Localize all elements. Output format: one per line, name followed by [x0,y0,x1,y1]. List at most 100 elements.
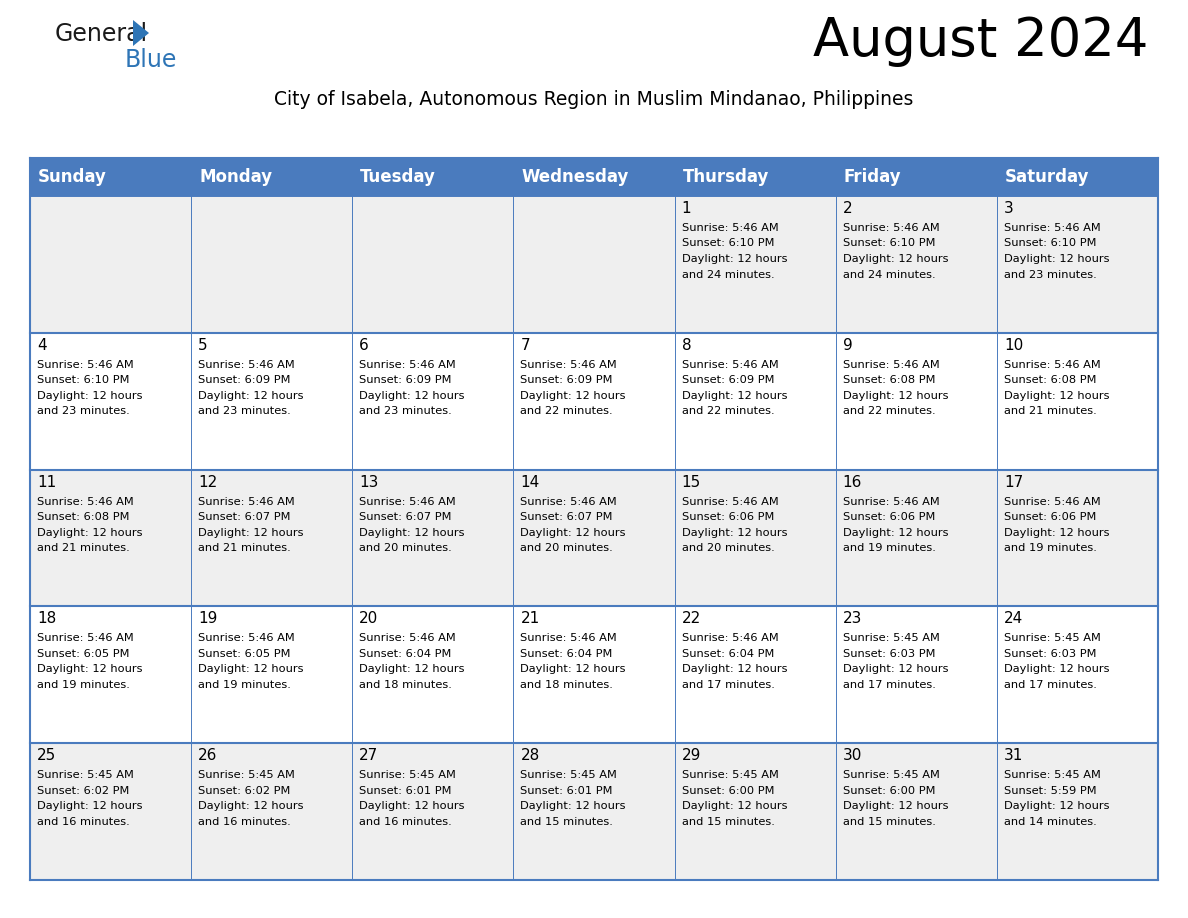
Text: 30: 30 [842,748,862,763]
Text: and 17 minutes.: and 17 minutes. [1004,680,1097,690]
Text: Wednesday: Wednesday [522,168,628,186]
Text: and 24 minutes.: and 24 minutes. [682,270,775,279]
Text: and 21 minutes.: and 21 minutes. [1004,407,1097,416]
Text: Sunrise: 5:46 AM: Sunrise: 5:46 AM [198,497,295,507]
Text: and 15 minutes.: and 15 minutes. [520,817,613,827]
Text: Sunset: 6:05 PM: Sunset: 6:05 PM [198,649,291,659]
Text: Daylight: 12 hours: Daylight: 12 hours [842,665,948,675]
Text: and 21 minutes.: and 21 minutes. [37,543,129,554]
Text: Sunset: 6:10 PM: Sunset: 6:10 PM [842,239,935,249]
Text: 10: 10 [1004,338,1023,353]
Text: Daylight: 12 hours: Daylight: 12 hours [198,801,304,812]
Text: Sunrise: 5:46 AM: Sunrise: 5:46 AM [682,223,778,233]
Text: 15: 15 [682,475,701,489]
Text: and 16 minutes.: and 16 minutes. [359,817,453,827]
Text: August 2024: August 2024 [813,15,1148,67]
Text: Daylight: 12 hours: Daylight: 12 hours [682,254,788,264]
Text: Sunset: 6:02 PM: Sunset: 6:02 PM [198,786,291,796]
Text: 2: 2 [842,201,852,216]
Text: Sunset: 6:08 PM: Sunset: 6:08 PM [37,512,129,522]
Text: Sunday: Sunday [38,168,107,186]
Text: Sunset: 6:06 PM: Sunset: 6:06 PM [842,512,935,522]
Text: Monday: Monday [200,168,272,186]
Text: Sunset: 6:06 PM: Sunset: 6:06 PM [1004,512,1097,522]
Text: Daylight: 12 hours: Daylight: 12 hours [520,665,626,675]
Text: and 15 minutes.: and 15 minutes. [682,817,775,827]
Text: and 20 minutes.: and 20 minutes. [520,543,613,554]
Text: and 18 minutes.: and 18 minutes. [520,680,613,690]
Text: Sunrise: 5:46 AM: Sunrise: 5:46 AM [842,497,940,507]
Text: and 21 minutes.: and 21 minutes. [198,543,291,554]
Text: Sunset: 6:04 PM: Sunset: 6:04 PM [682,649,773,659]
Text: Sunrise: 5:46 AM: Sunrise: 5:46 AM [520,360,618,370]
Text: Daylight: 12 hours: Daylight: 12 hours [842,391,948,401]
Text: Sunset: 6:05 PM: Sunset: 6:05 PM [37,649,129,659]
Text: and 16 minutes.: and 16 minutes. [37,817,129,827]
Text: Sunrise: 5:45 AM: Sunrise: 5:45 AM [1004,633,1101,644]
Text: 18: 18 [37,611,56,626]
Bar [30,333,1158,470]
Text: Blue: Blue [125,48,177,72]
Text: and 19 minutes.: and 19 minutes. [198,680,291,690]
Text: Daylight: 12 hours: Daylight: 12 hours [37,391,143,401]
Text: and 23 minutes.: and 23 minutes. [37,407,129,416]
Text: Sunset: 6:07 PM: Sunset: 6:07 PM [520,512,613,522]
Text: 4: 4 [37,338,46,353]
Text: 22: 22 [682,611,701,626]
Text: and 17 minutes.: and 17 minutes. [682,680,775,690]
Text: and 15 minutes.: and 15 minutes. [842,817,936,827]
Text: Sunset: 6:09 PM: Sunset: 6:09 PM [359,375,451,386]
Text: Daylight: 12 hours: Daylight: 12 hours [198,528,304,538]
Text: Daylight: 12 hours: Daylight: 12 hours [1004,665,1110,675]
Bar [30,470,1158,607]
Text: Sunrise: 5:46 AM: Sunrise: 5:46 AM [37,497,134,507]
Text: Sunset: 6:03 PM: Sunset: 6:03 PM [842,649,935,659]
Text: Daylight: 12 hours: Daylight: 12 hours [682,801,788,812]
Text: 27: 27 [359,748,379,763]
Text: 23: 23 [842,611,862,626]
Text: and 23 minutes.: and 23 minutes. [359,407,453,416]
Text: Sunrise: 5:45 AM: Sunrise: 5:45 AM [1004,770,1101,780]
Text: 7: 7 [520,338,530,353]
Text: 8: 8 [682,338,691,353]
Text: Sunrise: 5:46 AM: Sunrise: 5:46 AM [198,360,295,370]
Text: Sunset: 6:09 PM: Sunset: 6:09 PM [682,375,775,386]
Text: and 22 minutes.: and 22 minutes. [520,407,613,416]
Bar [30,607,1158,744]
Text: Thursday: Thursday [683,168,769,186]
Text: Daylight: 12 hours: Daylight: 12 hours [359,801,465,812]
Text: Daylight: 12 hours: Daylight: 12 hours [359,665,465,675]
Text: Daylight: 12 hours: Daylight: 12 hours [682,391,788,401]
Text: 6: 6 [359,338,369,353]
Text: Sunrise: 5:46 AM: Sunrise: 5:46 AM [37,360,134,370]
Text: Sunset: 5:59 PM: Sunset: 5:59 PM [1004,786,1097,796]
Text: and 19 minutes.: and 19 minutes. [1004,543,1097,554]
Text: Sunset: 6:09 PM: Sunset: 6:09 PM [520,375,613,386]
Text: Sunrise: 5:46 AM: Sunrise: 5:46 AM [1004,360,1100,370]
Text: Daylight: 12 hours: Daylight: 12 hours [520,528,626,538]
Text: 31: 31 [1004,748,1023,763]
Text: Sunrise: 5:45 AM: Sunrise: 5:45 AM [842,633,940,644]
Text: 3: 3 [1004,201,1013,216]
Text: Friday: Friday [843,168,902,186]
Text: Sunset: 6:09 PM: Sunset: 6:09 PM [198,375,291,386]
Text: Sunset: 6:08 PM: Sunset: 6:08 PM [842,375,935,386]
Text: Sunset: 6:03 PM: Sunset: 6:03 PM [1004,649,1097,659]
Text: and 14 minutes.: and 14 minutes. [1004,817,1097,827]
Text: Sunrise: 5:46 AM: Sunrise: 5:46 AM [1004,223,1100,233]
Text: City of Isabela, Autonomous Region in Muslim Mindanao, Philippines: City of Isabela, Autonomous Region in Mu… [274,90,914,109]
Text: and 22 minutes.: and 22 minutes. [682,407,775,416]
Text: 20: 20 [359,611,379,626]
Text: Sunrise: 5:45 AM: Sunrise: 5:45 AM [359,770,456,780]
Text: and 20 minutes.: and 20 minutes. [682,543,775,554]
Text: Sunset: 6:01 PM: Sunset: 6:01 PM [359,786,451,796]
Text: Sunrise: 5:46 AM: Sunrise: 5:46 AM [198,633,295,644]
Text: Daylight: 12 hours: Daylight: 12 hours [682,665,788,675]
Text: Daylight: 12 hours: Daylight: 12 hours [37,665,143,675]
Text: General: General [55,22,148,46]
Bar [30,196,1158,333]
Text: Sunset: 6:02 PM: Sunset: 6:02 PM [37,786,129,796]
Text: Daylight: 12 hours: Daylight: 12 hours [1004,254,1110,264]
Text: 28: 28 [520,748,539,763]
Text: and 22 minutes.: and 22 minutes. [842,407,935,416]
